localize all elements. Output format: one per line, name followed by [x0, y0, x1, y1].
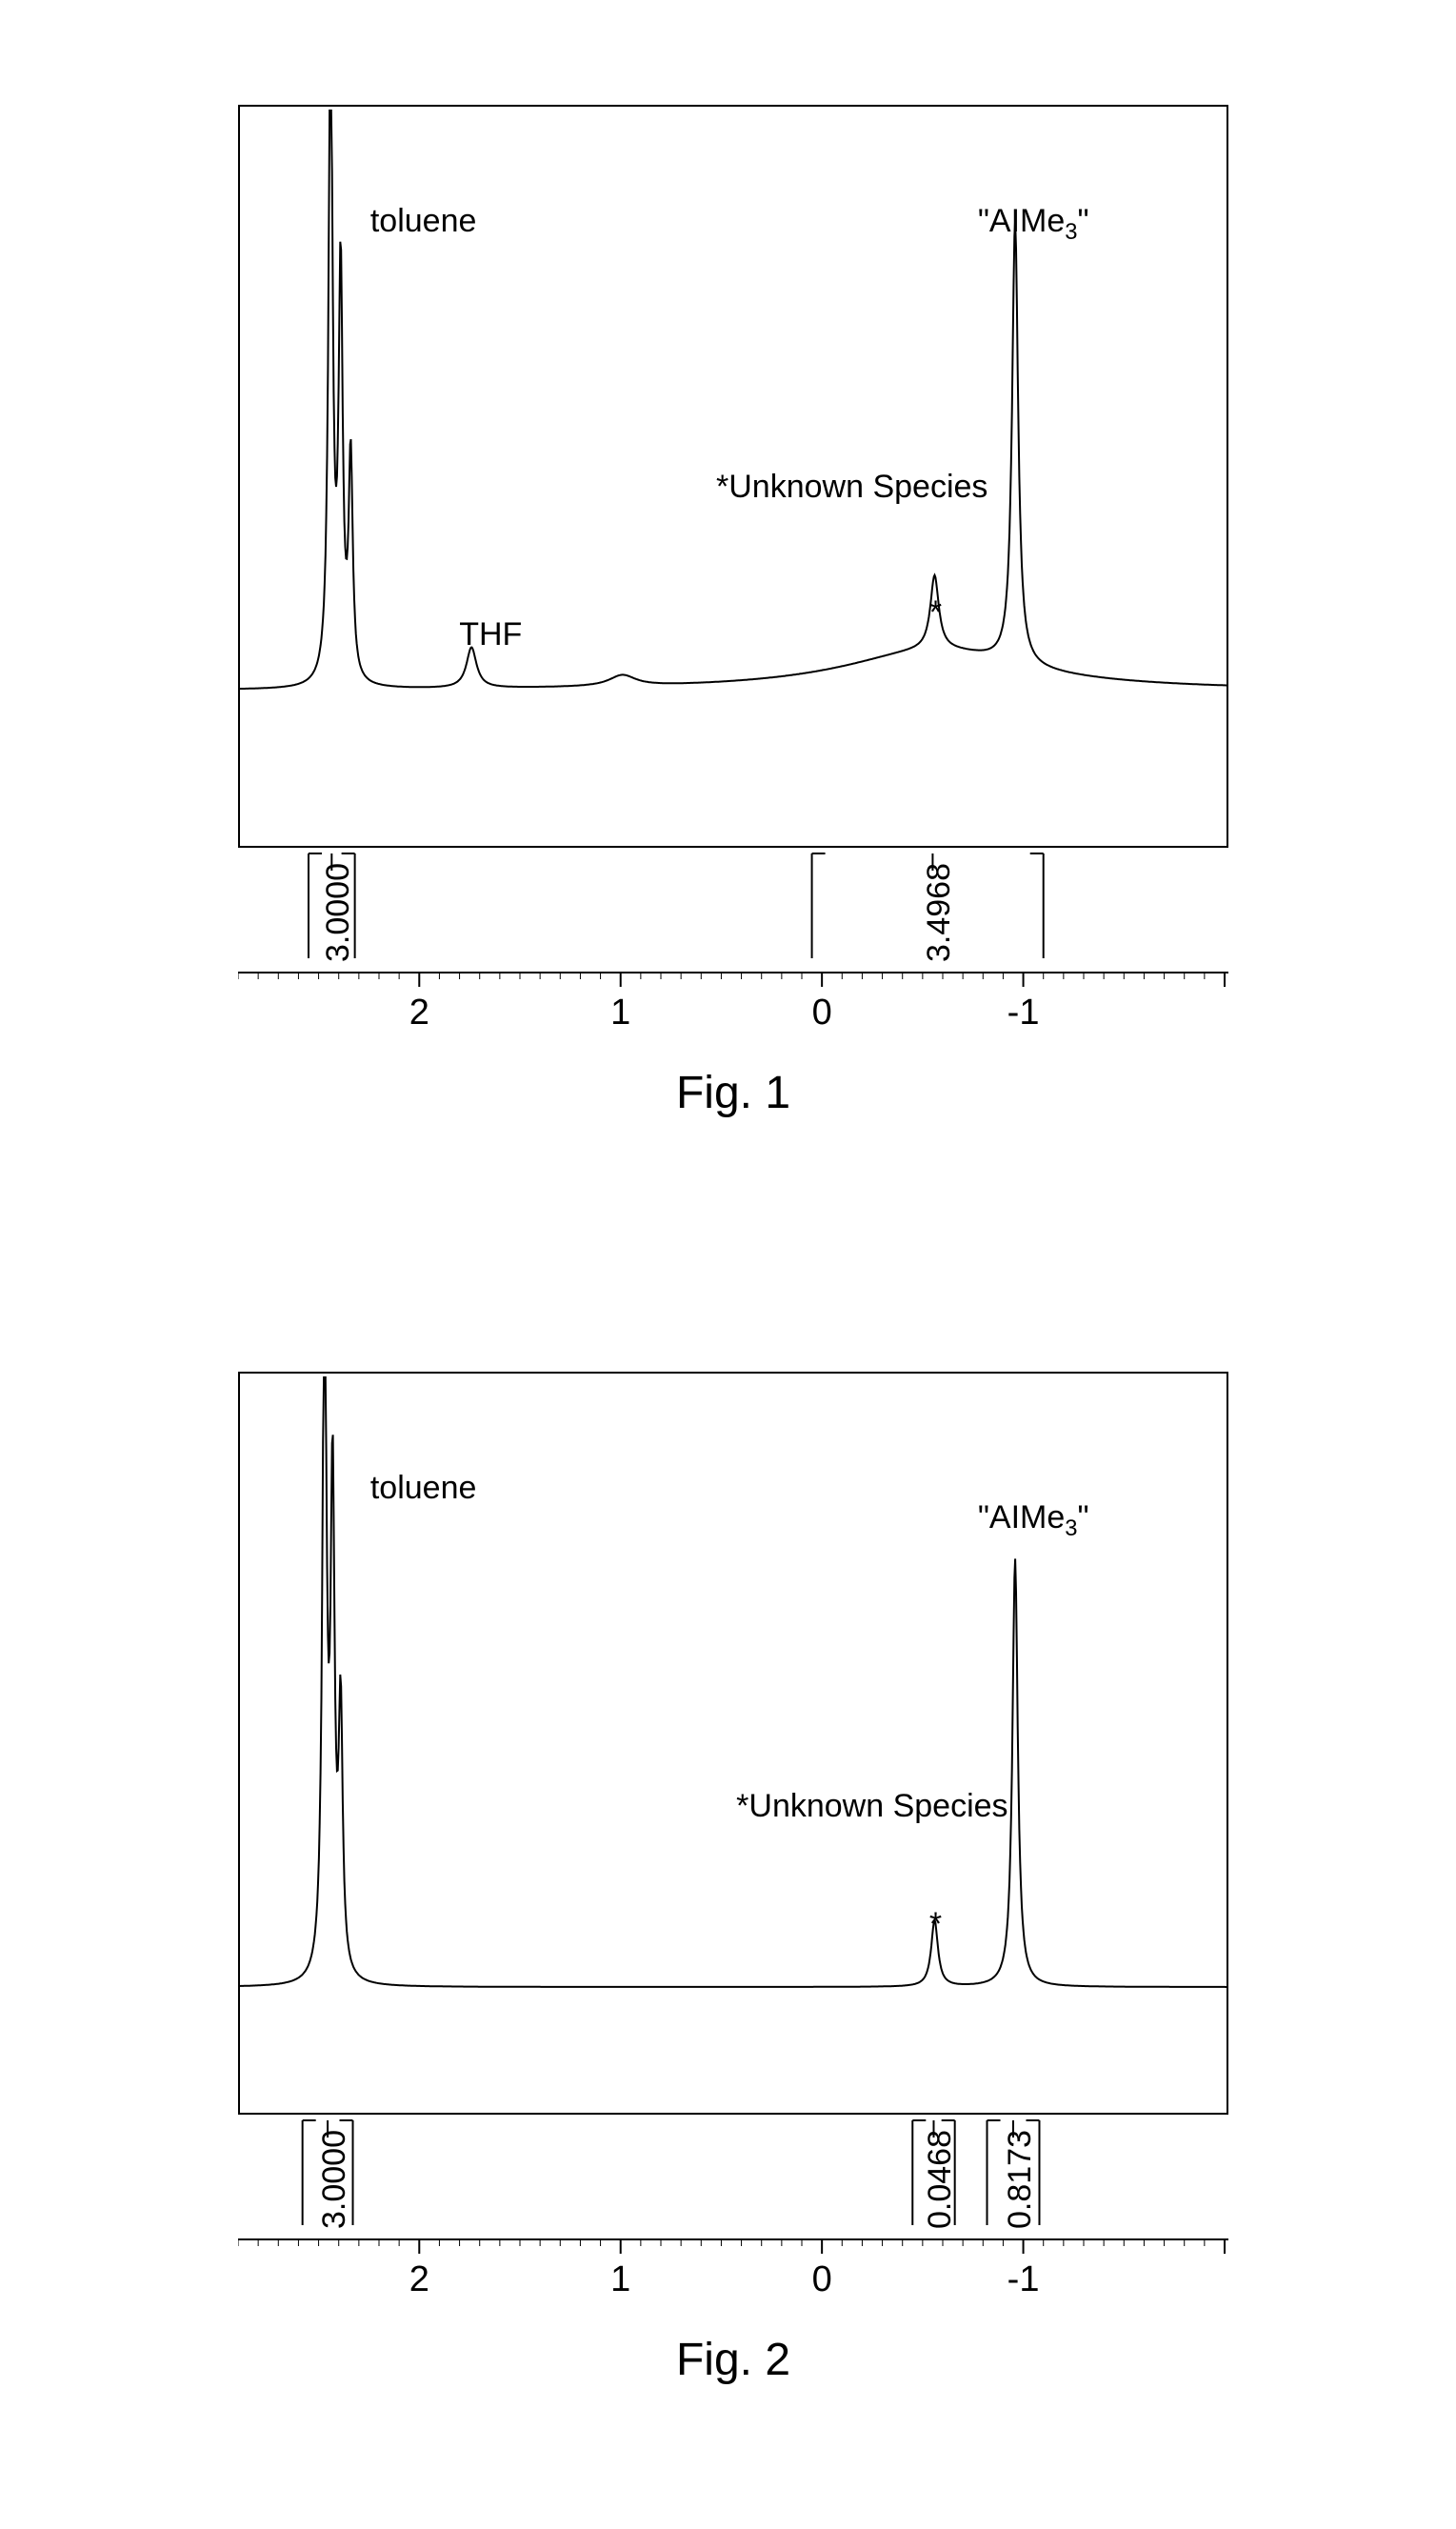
- axis-tick-label: 2: [409, 2259, 429, 2300]
- peak-label: toluene: [370, 1470, 477, 1507]
- axis-tick-label: 1: [610, 993, 630, 1034]
- integration-value: 0.0468: [922, 2130, 959, 2229]
- figure-1: toluene "AIMe3" *Unknown Species THF * 3.000…: [238, 105, 1228, 1119]
- x-axis-2: 2 1 0 -1: [238, 2238, 1228, 2305]
- axis-tick-label: -1: [1007, 2259, 1040, 2300]
- peak-label: *Unknown Species: [736, 1788, 1007, 1825]
- peak-label: THF: [459, 616, 522, 653]
- integration-row-2: 3.0000 0.0468 0.8173: [238, 2115, 1228, 2238]
- peak-label: *: [929, 594, 942, 632]
- axis-tick-label: 0: [812, 2259, 832, 2300]
- axis-tick-label: 1: [610, 2259, 630, 2300]
- figure-2-caption: Fig. 2: [238, 2334, 1228, 2386]
- peak-label: *Unknown Species: [716, 469, 987, 506]
- integration-row-1: 3.0000 3.4968: [238, 848, 1228, 972]
- axis-tick-label: -1: [1007, 993, 1040, 1034]
- peak-label: *: [929, 1906, 942, 1943]
- axis-tick-label: 0: [812, 993, 832, 1034]
- integration-value: 3.4968: [921, 863, 958, 962]
- x-axis-1: 2 1 0 -1: [238, 972, 1228, 1038]
- page: toluene "AIMe3" *Unknown Species THF * 3.000…: [0, 0, 1456, 2529]
- integration-value: 0.8173: [1002, 2130, 1039, 2229]
- peak-label: "AIMe3": [978, 203, 1089, 246]
- figure-1-caption: Fig. 1: [238, 1067, 1228, 1119]
- nmr-plot-1: toluene "AIMe3" *Unknown Species THF *: [238, 105, 1228, 848]
- axis-tick-label: 2: [409, 993, 429, 1034]
- integration-value: 3.0000: [316, 2130, 353, 2229]
- peak-label: toluene: [370, 203, 477, 240]
- nmr-plot-2: toluene "AIMe3" *Unknown Species *: [238, 1372, 1228, 2115]
- peak-label: "AIMe3": [978, 1499, 1089, 1542]
- integration-value: 3.0000: [320, 863, 357, 962]
- figure-2: toluene "AIMe3" *Unknown Species * 3.0000 0.…: [238, 1372, 1228, 2386]
